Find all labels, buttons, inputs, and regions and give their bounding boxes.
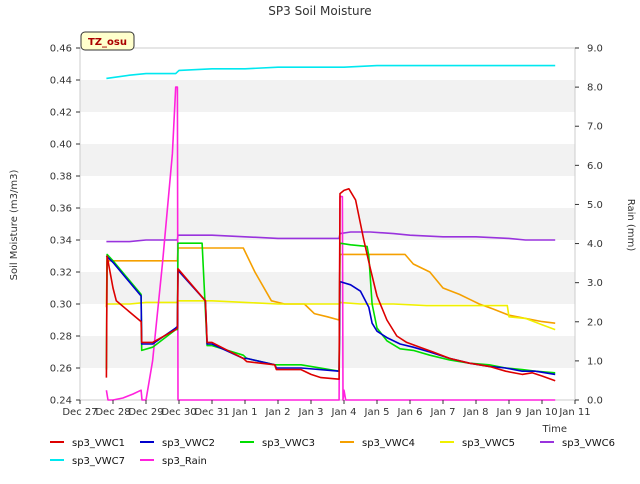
y-tick-label: 0.36 [50, 204, 72, 215]
x-tick-label: Dec 27 [62, 407, 97, 418]
x-tick-label: Jan 3 [298, 407, 324, 418]
legend-item: sp3_VWC2 [140, 438, 215, 449]
y-tick-label: 0.44 [50, 76, 72, 87]
x-tick-label: Jan 7 [430, 407, 456, 418]
legend-label: sp3_VWC3 [262, 438, 315, 449]
chart-title: SP3 Soil Moisture [268, 4, 371, 18]
y-tick-label: 0.24 [50, 396, 72, 407]
x-tick-label: Jan 10 [525, 407, 557, 418]
x-tick-label: Dec 31 [194, 407, 229, 418]
y-tick-label: 0.38 [50, 172, 72, 183]
y-tick-label: 0.42 [50, 108, 72, 119]
x-tick-label: Jan 11 [558, 407, 590, 418]
x-tick-label: Jan 2 [265, 407, 291, 418]
y-axis-right: 0.0 1.0 2.0 3.0 4.0 5.0 6.0 7.0 8.0 9.0 [575, 44, 603, 407]
legend-item: sp3_VWC4 [340, 438, 415, 449]
legend-label: sp3_VWC4 [362, 438, 415, 449]
legend-item: sp3_VWC3 [240, 438, 315, 449]
grid-band [80, 144, 575, 176]
site-badge: TZ_osu [80, 31, 135, 51]
legend-item: sp3_VWC1 [50, 438, 125, 449]
y-tick-label: 0.46 [50, 44, 72, 55]
legend-label: sp3_VWC6 [562, 438, 615, 449]
site-badge-box [80, 31, 135, 51]
y-tick-label: 0.26 [50, 364, 72, 375]
x-tick-label: Dec 28 [95, 407, 130, 418]
y2-tick-label: 6.0 [587, 161, 603, 172]
series-line-sp3_VWC1 [105, 188, 556, 382]
legend-label: sp3_Rain [162, 456, 207, 467]
grid-band [80, 80, 575, 112]
y2-tick-label: 8.0 [587, 83, 603, 94]
grid-band [80, 240, 575, 272]
legend-item: sp3_VWC5 [440, 438, 515, 449]
legend-label: sp3_VWC2 [162, 438, 215, 449]
legend-item: sp3_Rain [140, 456, 207, 467]
y2-tick-label: 3.0 [587, 278, 603, 289]
x-tick-label: Jan 6 [397, 407, 423, 418]
y2-axis-label: Rain (mm) [625, 199, 636, 252]
y2-tick-label: 7.0 [587, 122, 603, 133]
y-axis-label: Soil Moisture (m3/m3) [9, 170, 20, 281]
x-tick-label: Jan 4 [331, 407, 357, 418]
grid-band [80, 208, 575, 240]
legend-label: sp3_VWC1 [72, 438, 125, 449]
x-tick-label: Jan 1 [232, 407, 258, 418]
y2-tick-label: 1.0 [587, 356, 603, 367]
x-tick-label: Jan 8 [463, 407, 489, 418]
series-line-sp3_VWC7 [106, 64, 556, 80]
grid-band [80, 336, 575, 368]
legend-item: sp3_VWC6 [540, 438, 615, 449]
y2-tick-label: 9.0 [587, 44, 603, 55]
legend: sp3_VWC1 sp3_VWC2 sp3_VWC3 sp3_VWC4 sp3_VWC5… [50, 438, 615, 467]
x-axis-label: Time [542, 424, 567, 435]
grid-band [80, 272, 575, 304]
y2-tick-label: 2.0 [587, 317, 603, 328]
x-tick-label: Dec 30 [161, 407, 196, 418]
y-tick-label: 0.34 [50, 236, 72, 247]
legend-label: sp3_VWC7 [72, 456, 125, 467]
x-tick-label: Jan 5 [364, 407, 390, 418]
grid-band [80, 112, 575, 144]
grid-band [80, 48, 575, 80]
y2-tick-label: 0.0 [587, 396, 603, 407]
x-tick-label: Jan 9 [496, 407, 522, 418]
site-badge-label: TZ_osu [88, 37, 127, 48]
y-tick-label: 0.30 [50, 300, 72, 311]
legend-item: sp3_VWC7 [50, 456, 125, 467]
x-tick-label: Dec 29 [128, 407, 163, 418]
y2-tick-label: 4.0 [587, 239, 603, 250]
grid-band [80, 304, 575, 336]
y-tick-label: 0.40 [50, 140, 72, 151]
grid-band [80, 176, 575, 208]
y-tick-label: 0.28 [50, 332, 72, 343]
legend-label: sp3_VWC5 [462, 438, 515, 449]
y2-tick-label: 5.0 [587, 200, 603, 211]
y-axis-left: 0.24 0.26 0.28 0.30 0.32 0.34 0.36 0.38 0.40 0.42… [50, 44, 80, 407]
y-tick-label: 0.32 [50, 268, 72, 279]
grid-band [80, 368, 575, 400]
